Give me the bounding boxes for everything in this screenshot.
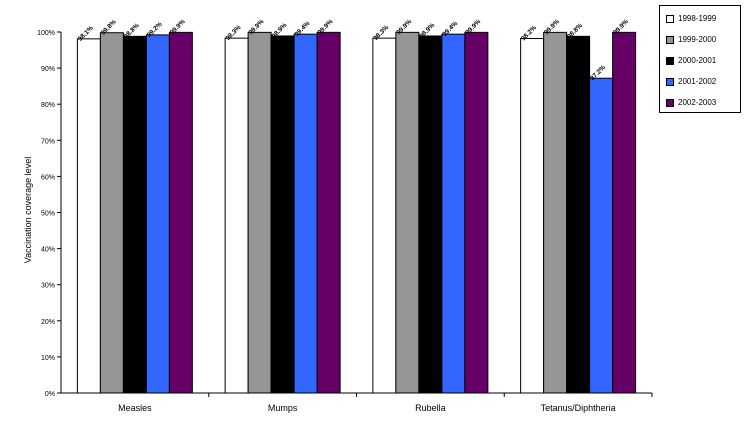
y-tick-label: 10%	[41, 355, 55, 362]
legend-swatch	[666, 57, 674, 65]
x-tick-label: Tetanus/Diphtheria	[541, 403, 616, 413]
legend-swatch	[666, 36, 674, 44]
bar-2002-2003	[464, 31, 489, 394]
legend-item: 2000-2001	[666, 56, 716, 66]
bar-2001-2002	[293, 33, 318, 394]
y-tick-label: 80%	[41, 102, 55, 109]
legend-item: 2002-2003	[666, 98, 716, 108]
y-tick-label: 70%	[41, 138, 55, 145]
bar-2000-2001	[418, 35, 443, 394]
y-tick-label: 30%	[41, 283, 55, 290]
y-tick-label: 40%	[41, 247, 55, 254]
legend-swatch	[666, 78, 674, 86]
bar-1999-2000	[99, 32, 124, 394]
y-tick-label: 0%	[45, 391, 55, 398]
bar-2000-2001	[270, 35, 295, 394]
y-tick-label: 90%	[41, 66, 55, 73]
y-axis-label: Vaccination coverage level	[23, 156, 33, 264]
bar-2001-2002	[441, 33, 466, 394]
x-tick-label: Rubella	[415, 403, 446, 413]
legend-swatch	[666, 99, 674, 107]
bar-1998-1999	[224, 37, 249, 394]
legend-label: 2001-2002	[678, 77, 717, 86]
bar-2001-2002	[589, 77, 614, 394]
bar-1998-1999	[520, 37, 545, 394]
bar-1998-1999	[76, 38, 101, 394]
bar-2000-2001	[122, 35, 147, 394]
bar-2002-2003	[316, 31, 341, 394]
bar-1998-1999	[372, 37, 397, 394]
legend-label: 2002-2003	[678, 98, 717, 107]
legend-label: 2000-2001	[678, 56, 717, 65]
bar-1999-2000	[543, 31, 568, 394]
y-tick-label: 60%	[41, 174, 55, 181]
y-tick-label: 50%	[41, 211, 55, 218]
bar-2000-2001	[566, 35, 591, 394]
y-tick-label: 100%	[37, 30, 55, 37]
x-tick-label: Mumps	[268, 403, 298, 413]
bar-1999-2000	[247, 31, 272, 394]
legend-swatch	[666, 15, 674, 23]
y-tick-label: 20%	[41, 319, 55, 326]
bar-2002-2003	[612, 31, 637, 394]
legend-item: 1998-1999	[666, 14, 716, 24]
bar-2002-2003	[168, 31, 193, 394]
legend: 1998-1999 1999-2000 2000-2001 2001-2002 2002…	[659, 5, 741, 113]
x-tick-label: Measles	[118, 403, 152, 413]
legend-label: 1999-2000	[678, 35, 717, 44]
bar-2001-2002	[145, 34, 170, 394]
legend-item: 1999-2000	[666, 35, 716, 45]
bar-1999-2000	[395, 31, 420, 394]
legend-item: 2001-2002	[666, 77, 716, 87]
legend-label: 1998-1999	[678, 14, 717, 23]
